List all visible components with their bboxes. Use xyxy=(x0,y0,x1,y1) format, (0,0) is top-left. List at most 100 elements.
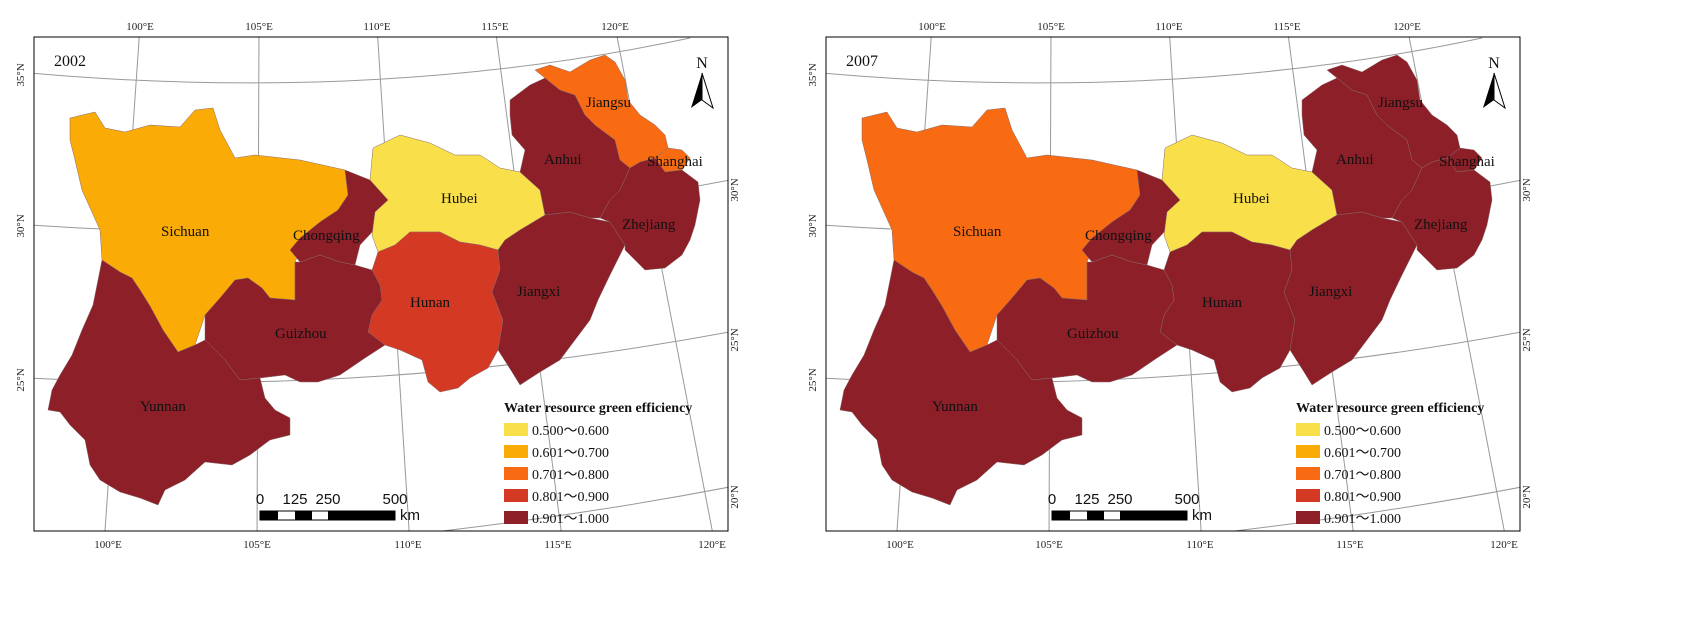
province-yunnan xyxy=(839,259,1083,506)
year-label: 2007 xyxy=(846,53,878,70)
label-shanghai: Shanghai xyxy=(1439,154,1495,170)
label-guizhou: Guizhou xyxy=(1067,326,1119,342)
lon-bottom-115: 115°E xyxy=(544,539,571,551)
lon-top-105: 105°E xyxy=(245,21,273,33)
legend-label: 0.701～0.800 xyxy=(532,468,609,483)
legend-label: 0.801～0.900 xyxy=(532,490,609,505)
scale-tick-125: 125 xyxy=(1074,491,1099,508)
lon-top-100: 100°E xyxy=(126,21,154,33)
map-frame xyxy=(825,36,1521,532)
lat-left-30: 30°N xyxy=(807,214,819,237)
scale-tick-0: 0 xyxy=(1048,491,1056,508)
label-chongqing: Chongqing xyxy=(1085,228,1152,244)
scale-tick-125: 125 xyxy=(282,491,307,508)
north-label: N xyxy=(1488,55,1500,72)
legend-label: 0.901～1.000 xyxy=(1324,512,1401,527)
legend-items: 0.500～0.600 0.601～0.700 0.701～0.800 0.801～0… xyxy=(1296,423,1401,527)
province-zhejiang xyxy=(599,157,701,271)
label-hubei: Hubei xyxy=(441,191,478,207)
lon-top-120: 120°E xyxy=(1393,21,1421,33)
label-jiangxi: Jiangxi xyxy=(1309,284,1352,300)
legend-swatch xyxy=(1296,423,1320,436)
legend-label: 0.901～1.000 xyxy=(532,512,609,527)
lat-left-30: 30°N xyxy=(15,214,27,237)
lon-top-115: 115°E xyxy=(481,21,508,33)
province-zhejiang xyxy=(1391,157,1493,271)
label-hubei: Hubei xyxy=(1233,191,1270,207)
label-chongqing: Chongqing xyxy=(293,228,360,244)
legend-swatch xyxy=(504,445,528,458)
label-yunnan: Yunnan xyxy=(140,399,186,415)
lon-bottom-110: 110°E xyxy=(1186,539,1213,551)
graticule-labels: 100°E 105°E 110°E 115°E 120°E 100°E 105°… xyxy=(15,21,741,551)
legend-swatch xyxy=(1296,511,1320,524)
legend: Water resource green efficiency 0.500～0.… xyxy=(1296,401,1484,527)
lon-top-120: 120°E xyxy=(601,21,629,33)
lat-right-30: 30°N xyxy=(729,178,741,201)
legend-swatch xyxy=(504,423,528,436)
scale-bar: 0 125 250 500 km xyxy=(1048,491,1212,524)
scale-tick-500: 500 xyxy=(382,491,407,508)
legend-label: 0.500～0.600 xyxy=(532,424,609,439)
lon-bottom-110: 110°E xyxy=(394,539,421,551)
legend-swatch xyxy=(1296,467,1320,480)
lon-bottom-105: 105°E xyxy=(243,539,271,551)
lon-top-100: 100°E xyxy=(918,21,946,33)
lat-left-35: 35°N xyxy=(807,63,819,86)
legend-swatch xyxy=(1296,445,1320,458)
lat-left-25: 25°N xyxy=(15,368,27,391)
label-zhejiang: Zhejiang xyxy=(622,217,676,233)
province-regions xyxy=(47,54,701,506)
label-zhejiang: Zhejiang xyxy=(1414,217,1468,233)
lon-bottom-120: 120°E xyxy=(698,539,726,551)
north-arrow-icon: N xyxy=(1483,55,1506,110)
label-guizhou: Guizhou xyxy=(275,326,327,342)
lon-bottom-120: 120°E xyxy=(1490,539,1518,551)
lon-top-105: 105°E xyxy=(1037,21,1065,33)
province-labels: Sichuan Chongqing Hubei Hunan Guizhou Yu… xyxy=(140,95,703,415)
legend-label: 0.701～0.800 xyxy=(1324,468,1401,483)
lon-top-110: 110°E xyxy=(1155,21,1182,33)
scale-tick-500: 500 xyxy=(1174,491,1199,508)
scale-unit: km xyxy=(400,507,420,524)
legend-title: Water resource green efficiency xyxy=(1296,401,1484,416)
label-anhui: Anhui xyxy=(544,152,582,168)
year-label: 2002 xyxy=(54,53,86,70)
lat-right-20: 20°N xyxy=(1521,485,1533,508)
lon-top-110: 110°E xyxy=(363,21,390,33)
legend-label: 0.801～0.900 xyxy=(1324,490,1401,505)
lon-bottom-100: 100°E xyxy=(886,539,914,551)
label-anhui: Anhui xyxy=(1336,152,1374,168)
scale-unit: km xyxy=(1192,507,1212,524)
legend-swatch xyxy=(504,467,528,480)
scale-tick-0: 0 xyxy=(256,491,264,508)
lat-right-20: 20°N xyxy=(729,485,741,508)
legend-label: 0.601～0.700 xyxy=(1324,446,1401,461)
label-jiangxi: Jiangxi xyxy=(517,284,560,300)
legend-label: 0.500～0.600 xyxy=(1324,424,1401,439)
lat-right-25: 25°N xyxy=(729,328,741,351)
province-regions xyxy=(839,54,1493,506)
scale-bar: 0 125 250 500 km xyxy=(256,491,420,524)
legend-title: Water resource green efficiency xyxy=(504,401,692,416)
lon-top-115: 115°E xyxy=(1273,21,1300,33)
lat-right-25: 25°N xyxy=(1521,328,1533,351)
province-yunnan xyxy=(47,259,291,506)
map-frame xyxy=(33,36,729,532)
scale-tick-250: 250 xyxy=(1107,491,1132,508)
map-panel-2002: Sichuan Chongqing Hubei Hunan Guizhou Yu… xyxy=(0,0,800,619)
graticule-labels: 100°E 105°E 110°E 115°E 120°E 100°E 105°… xyxy=(807,21,1533,551)
legend-items: 0.500～0.600 0.601～0.700 0.701～0.800 0.801～0… xyxy=(504,423,609,527)
lon-bottom-115: 115°E xyxy=(1336,539,1363,551)
label-hunan: Hunan xyxy=(1202,295,1242,311)
map-svg: Sichuan Chongqing Hubei Hunan Guizhou Yu… xyxy=(15,21,741,551)
legend-swatch xyxy=(504,489,528,502)
province-labels: Sichuan Chongqing Hubei Hunan Guizhou Yu… xyxy=(932,95,1495,415)
lat-left-25: 25°N xyxy=(807,368,819,391)
map-panel-2007: Sichuan Chongqing Hubei Hunan Guizhou Yu… xyxy=(792,0,1592,619)
north-arrow-icon: N xyxy=(691,55,714,110)
scale-tick-250: 250 xyxy=(315,491,340,508)
label-sichuan: Sichuan xyxy=(161,224,210,240)
label-jiangsu: Jiangsu xyxy=(1378,95,1424,111)
label-sichuan: Sichuan xyxy=(953,224,1002,240)
